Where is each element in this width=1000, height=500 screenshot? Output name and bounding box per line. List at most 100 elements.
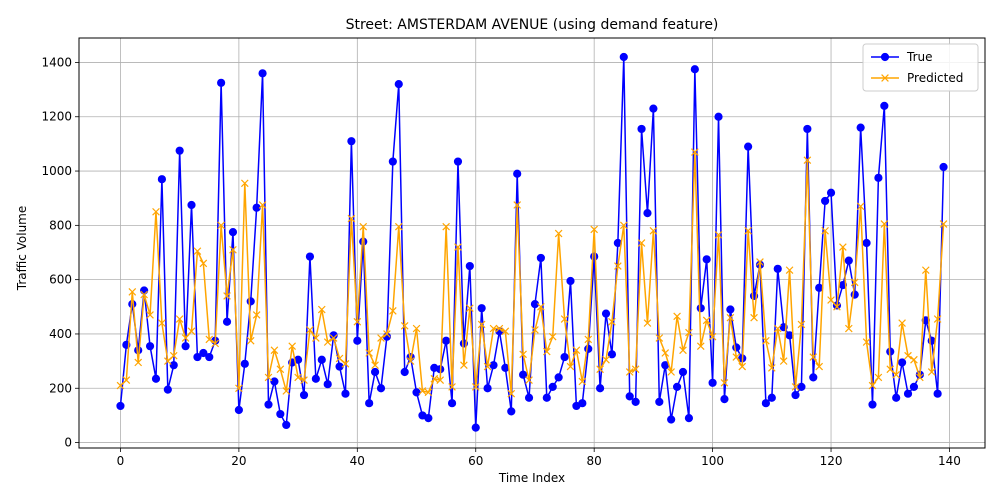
data-point-predicted: [347, 214, 356, 223]
data-point-predicted: [602, 355, 610, 364]
data-point-predicted: [590, 225, 599, 234]
data-point-predicted: [264, 373, 273, 382]
data-point-true: [655, 397, 664, 406]
data-point-true: [797, 382, 806, 392]
y-tick-label: 400: [49, 327, 72, 341]
series-line-predicted: [119, 151, 945, 395]
chart-title: Street: AMSTERDAM AVENUE (using demand f…: [346, 17, 719, 33]
legend: True Predicted: [862, 43, 979, 92]
data-point-predicted: [353, 317, 362, 326]
x-tick-label: 80: [587, 454, 602, 468]
data-point-true: [566, 276, 575, 286]
data-point-predicted: [608, 317, 616, 326]
data-point-predicted: [501, 327, 510, 336]
data-point-true: [217, 78, 226, 87]
data-point-predicted: [489, 324, 498, 333]
data-point-predicted: [596, 365, 604, 374]
data-point-predicted: [756, 258, 764, 266]
data-point-true: [726, 305, 735, 314]
data-point-predicted: [448, 383, 456, 391]
data-point-true: [222, 317, 232, 326]
data-point-predicted: [229, 245, 237, 254]
data-point-predicted: [548, 332, 557, 341]
data-point-true: [175, 146, 184, 155]
data-point-true: [696, 304, 705, 313]
data-point-predicted: [625, 368, 634, 376]
data-point-true: [874, 173, 883, 182]
data-point-true: [897, 358, 907, 367]
data-point-predicted: [223, 292, 231, 300]
data-point-predicted: [643, 319, 652, 327]
data-point-predicted: [483, 362, 492, 371]
data-point-predicted: [868, 381, 877, 390]
data-point-true: [400, 367, 409, 377]
data-point-true: [649, 104, 658, 113]
series-true: [116, 52, 948, 432]
data-point-true: [276, 409, 285, 419]
data-point-predicted: [773, 324, 782, 333]
data-point-predicted: [217, 221, 225, 230]
data-point-true: [145, 342, 155, 351]
y-tick-label: 600: [49, 273, 72, 287]
data-point-predicted: [910, 355, 918, 364]
data-point-true: [744, 142, 753, 151]
data-point-predicted: [412, 324, 421, 333]
data-point-predicted: [454, 243, 462, 251]
data-point-predicted: [400, 321, 409, 330]
y-tick-label: 1400: [41, 55, 72, 69]
data-point-predicted: [827, 296, 835, 304]
data-point-predicted: [128, 288, 137, 296]
data-point-true: [270, 377, 279, 386]
series-group: [116, 52, 948, 432]
data-point-predicted: [211, 339, 220, 348]
data-point-true: [299, 390, 309, 400]
plot-frame: [78, 37, 986, 449]
data-point-predicted: [300, 376, 308, 384]
data-point-predicted: [329, 334, 338, 342]
data-point-true: [453, 157, 463, 166]
data-point-predicted: [880, 220, 889, 228]
data-point-true: [761, 399, 771, 408]
data-point-predicted: [258, 201, 267, 209]
y-axis-label: Traffic Volume: [15, 206, 29, 292]
data-point-predicted: [235, 384, 243, 393]
data-point-predicted: [282, 387, 291, 395]
data-point-predicted: [460, 361, 468, 370]
data-point-true: [631, 397, 640, 406]
data-point-predicted: [471, 383, 480, 391]
data-point-true: [714, 112, 723, 121]
data-point-predicted: [187, 327, 196, 336]
data-point-true: [702, 255, 711, 264]
data-point-predicted: [394, 222, 403, 231]
data-point-predicted: [791, 383, 800, 391]
data-point-true: [868, 400, 877, 409]
data-point-predicted: [767, 364, 776, 372]
data-point-predicted: [335, 354, 344, 363]
data-point-true: [187, 200, 196, 210]
data-point-true: [240, 359, 249, 368]
data-point-predicted: [637, 239, 646, 247]
data-point-true: [513, 169, 522, 178]
data-point-true: [370, 367, 380, 377]
y-tick-label: 0: [64, 436, 72, 450]
legend-label: Predicted: [907, 71, 963, 85]
data-point-true: [305, 252, 315, 261]
data-point-true: [536, 253, 545, 263]
data-point-true: [578, 399, 587, 408]
data-point-predicted: [673, 312, 681, 321]
data-point-true: [637, 124, 646, 134]
series-line-true: [119, 56, 945, 429]
data-point-predicted: [939, 220, 948, 228]
data-point-predicted: [850, 278, 859, 287]
data-point-true: [471, 423, 480, 432]
data-point-true: [323, 380, 332, 389]
data-point-true: [542, 393, 551, 402]
data-point-predicted: [785, 266, 794, 274]
data-point-predicted: [246, 336, 255, 345]
data-point-predicted: [631, 365, 640, 374]
data-point-predicted: [560, 315, 569, 323]
data-point-true: [489, 361, 498, 370]
data-point-true: [311, 374, 320, 383]
data-point-predicted: [720, 379, 729, 387]
